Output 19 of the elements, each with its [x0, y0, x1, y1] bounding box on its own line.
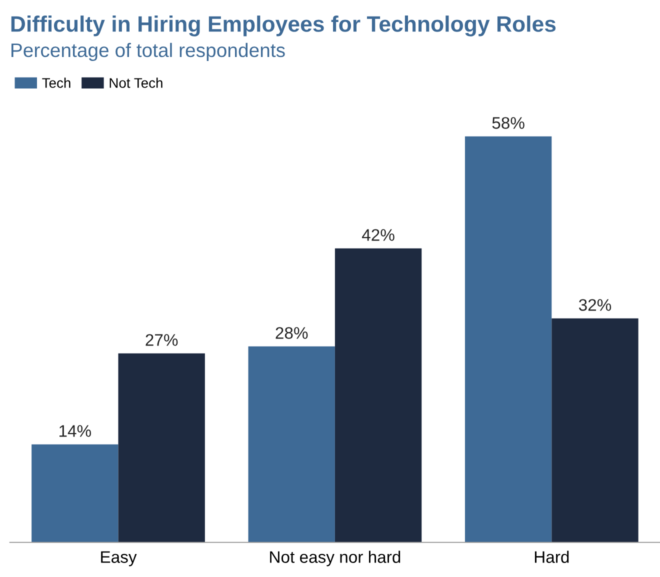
data-label: 42% [362, 229, 394, 241]
chart-title: Difficulty in Hiring Employees for Technology Roles [11, 16, 556, 36]
legend-label: Not Tech [110, 78, 162, 88]
data-label: 28% [276, 327, 308, 339]
bar [552, 318, 638, 542]
data-label: 58% [492, 117, 524, 129]
x-tick-label: Hard [534, 550, 569, 563]
bar [248, 346, 335, 542]
bar [118, 353, 205, 542]
bar [464, 136, 552, 542]
x-tick-label: Easy [101, 551, 137, 566]
chart-subtitle: Percentage of total respondents [11, 42, 285, 61]
bar [32, 444, 118, 542]
bar [334, 248, 422, 542]
x-tick-label: Not easy nor hard [270, 550, 400, 566]
data-label: 32% [578, 299, 612, 311]
legend-label: Tech [42, 78, 70, 88]
data-label: 27% [146, 334, 178, 346]
data-label: 14% [60, 425, 91, 437]
